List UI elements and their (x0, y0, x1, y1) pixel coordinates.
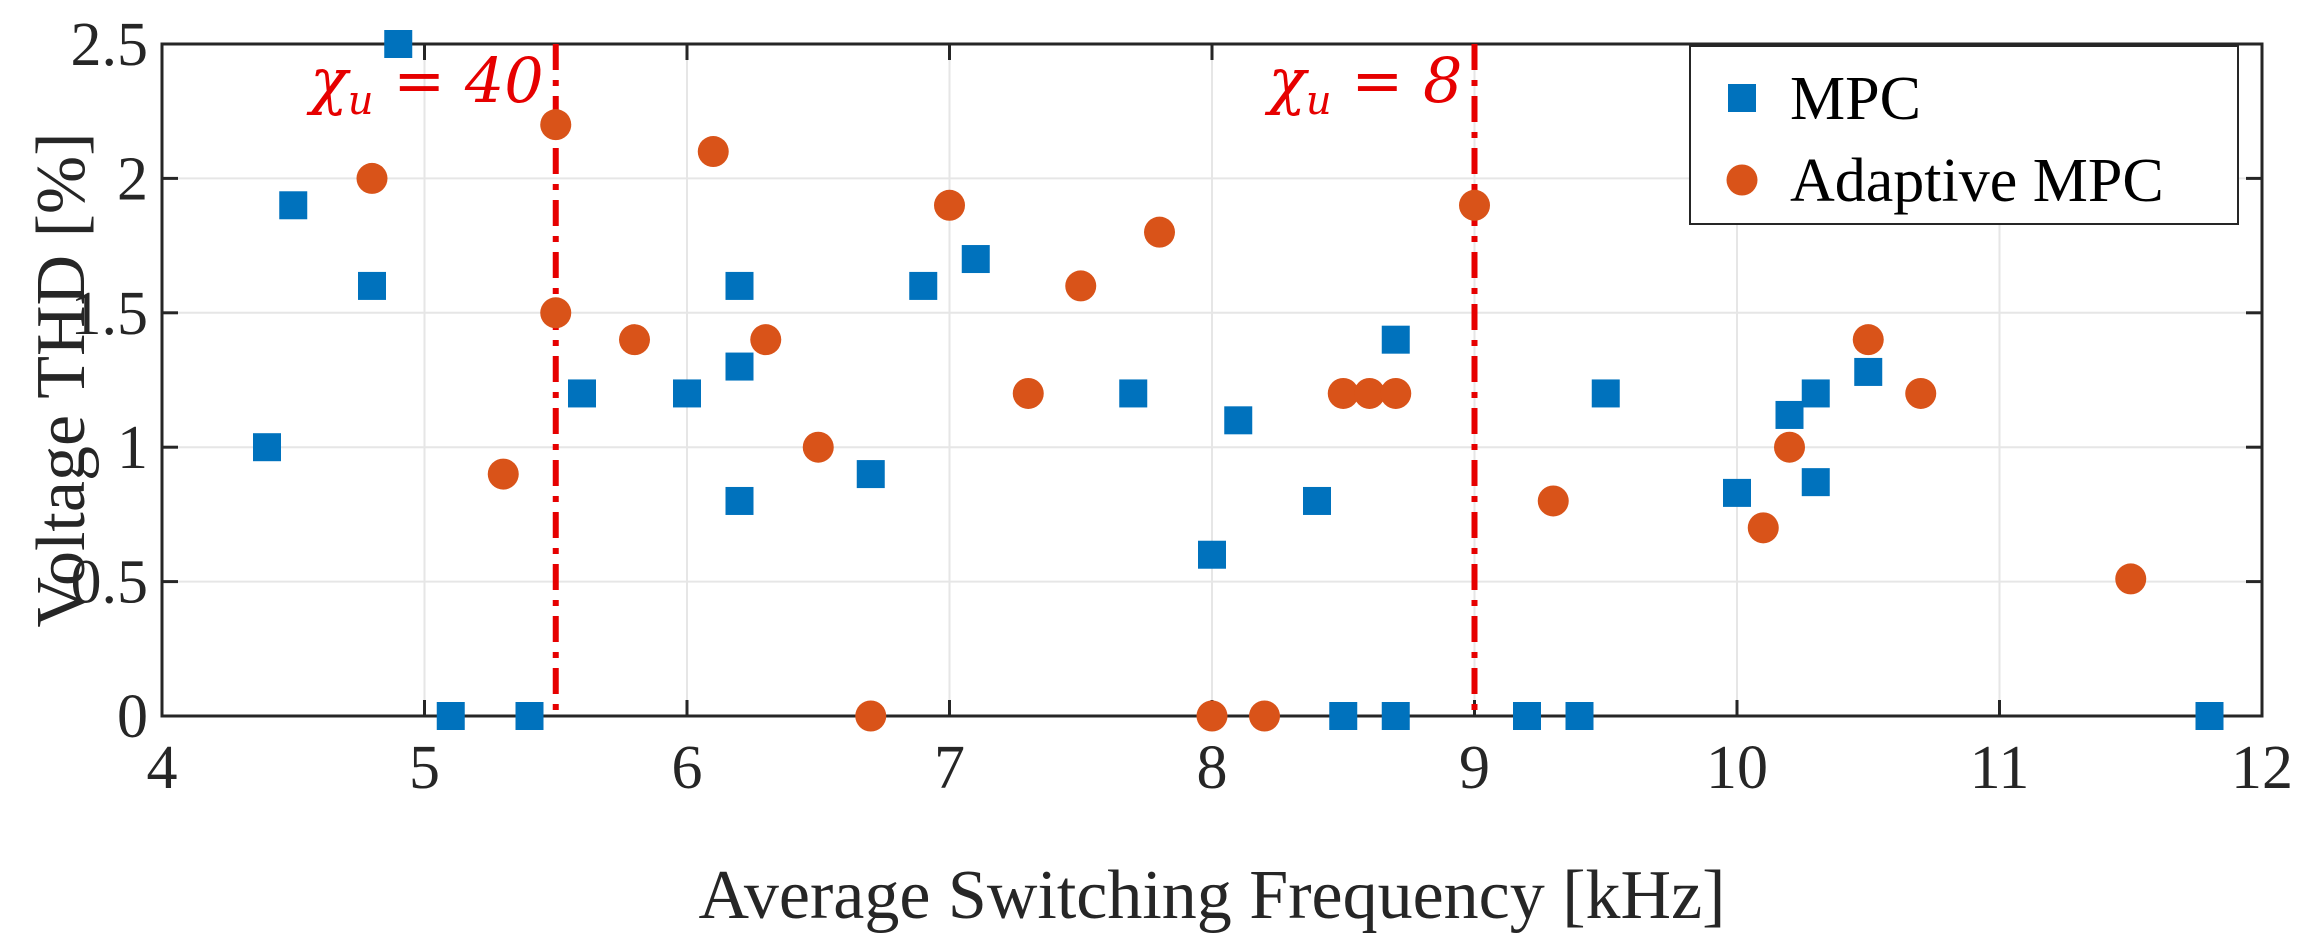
x-tick-label: 11 (1970, 734, 2030, 802)
x-tick-labels: 4 5 6 7 8 9 10 11 12 (147, 734, 2294, 802)
x-tick-label: 6 (672, 734, 703, 802)
x-tick-label: 7 (934, 734, 965, 802)
data-point-square (1224, 406, 1253, 435)
data-point-circle (855, 700, 887, 732)
y-tick-label: 1.5 (71, 280, 149, 348)
x-tick-label: 9 (1459, 734, 1490, 802)
data-point-circle (1380, 377, 1412, 409)
data-point-square (1198, 540, 1226, 569)
data-point-circle (1354, 377, 1385, 409)
data-point-circle (540, 109, 572, 141)
data-point-square (1801, 468, 1830, 497)
y-tick-label: 2 (117, 145, 148, 213)
data-point-circle (356, 162, 388, 194)
data-point-circle (1249, 700, 1280, 732)
data-point-circle (802, 431, 834, 463)
data-point-square (436, 702, 465, 730)
data-point-circle (750, 324, 782, 356)
legend-label: MPC (1790, 65, 1921, 133)
data-point-square (961, 245, 990, 274)
data-point-circle (1852, 324, 1884, 356)
series-marks (253, 30, 2224, 732)
series-mpc (253, 30, 2224, 730)
data-point-square (725, 486, 754, 515)
data-point-circle (1774, 431, 1805, 463)
data-point-square (1119, 379, 1148, 408)
data-point-square (1854, 357, 1883, 386)
data-point-square (1775, 400, 1804, 429)
x-axis-title: Average Switching Frequency [kHz] (699, 857, 1726, 934)
data-point-circle (697, 136, 729, 168)
data-point-square (725, 271, 754, 300)
legend-box (1689, 45, 2239, 225)
data-point-square (253, 433, 281, 462)
y-tick-label: 1 (117, 414, 148, 482)
legend-marker-square (1728, 84, 1756, 112)
data-point-circle (1012, 377, 1044, 409)
y-axis-title: Voltage THD [%] (23, 132, 100, 627)
annotation-subscript: u (348, 78, 374, 124)
data-point-square (1591, 379, 1620, 408)
data-point-circle (934, 189, 965, 221)
data-point-square (673, 379, 701, 408)
data-point-circle (1537, 485, 1569, 517)
data-point-circle (1196, 700, 1228, 732)
annotation-symbol: χ (306, 44, 351, 117)
annotation-label: χu = 40 (306, 44, 544, 124)
annotation-symbol: χ (1264, 44, 1309, 117)
data-point-square (515, 702, 544, 730)
data-point-circle (1459, 189, 1490, 221)
data-point-square (279, 191, 308, 220)
data-point-square (1381, 702, 1410, 730)
x-tick-label: 4 (147, 734, 178, 802)
x-tick-label: 5 (409, 734, 440, 802)
legend-label: Adaptive MPC (1790, 147, 2164, 215)
data-point-square (1801, 379, 1830, 408)
y-tick-label: 0 (117, 683, 148, 751)
annotation-lines: χu = 40 χu = 8 (306, 44, 1478, 716)
data-point-circle (1327, 377, 1359, 409)
annotation-label: χu = 8 (1264, 44, 1462, 124)
data-point-circle (1065, 270, 1097, 302)
y-tick-label: 0.5 (71, 549, 149, 617)
data-point-square (725, 352, 754, 381)
data-point-square (384, 30, 413, 58)
y-tick-label: 2.5 (71, 11, 149, 79)
data-point-circle (540, 297, 572, 329)
data-point-square (358, 271, 386, 300)
annotation-value: = 8 (1332, 44, 1463, 117)
data-point-square (2195, 702, 2224, 730)
data-point-square (1513, 702, 1541, 730)
data-point-circle (1905, 377, 1937, 409)
data-point-square (856, 460, 885, 489)
legend: MPC Adaptive MPC (1689, 45, 2239, 225)
data-point-square (909, 271, 938, 300)
data-point-square (1381, 325, 1410, 354)
data-point-circle (487, 458, 519, 490)
series-adaptive-mpc (356, 109, 2147, 732)
data-point-circle (619, 324, 650, 356)
data-point-square (1329, 702, 1358, 730)
x-tick-label: 8 (1197, 734, 1228, 802)
legend-marker-circle (1726, 164, 1758, 196)
data-point-square (1565, 702, 1594, 730)
data-point-circle (1747, 512, 1779, 544)
annotation-subscript: u (1306, 78, 1332, 124)
x-tick-label: 10 (1706, 734, 1768, 802)
data-point-square (568, 379, 596, 408)
x-tick-label: 12 (2231, 734, 2293, 802)
data-point-square (1303, 486, 1331, 515)
y-tick-labels: 0 0.5 1 1.5 2 2.5 (71, 11, 149, 751)
data-point-circle (1144, 216, 1175, 248)
data-point-circle (2115, 563, 2147, 595)
data-point-square (1723, 478, 1751, 507)
